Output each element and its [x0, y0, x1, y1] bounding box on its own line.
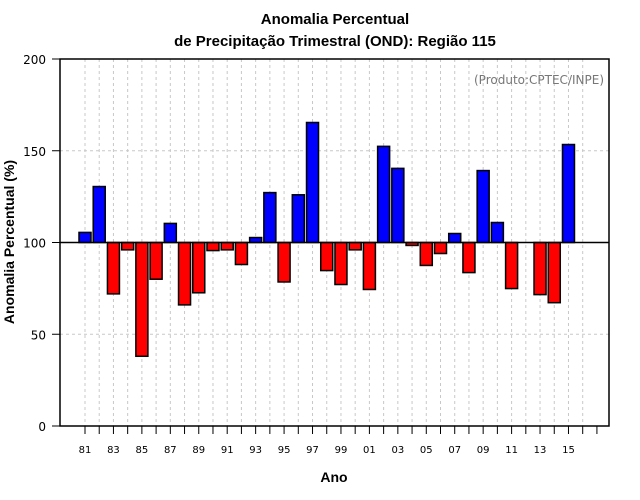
bar-07 [447, 232, 462, 244]
bar-15 [561, 143, 576, 244]
bar-86 [149, 241, 163, 280]
bar-95 [277, 241, 291, 283]
bar-88 [177, 241, 192, 306]
bar-11 [504, 241, 519, 290]
y-tick-label: 50 [31, 328, 46, 342]
bar-84 [120, 241, 135, 251]
bar-05 [419, 241, 434, 267]
x-tick-label: 93 [249, 445, 262, 456]
x-tick-label: 15 [562, 445, 575, 456]
bar-10 [490, 221, 505, 244]
bar-90 [206, 241, 220, 252]
bar-06 [433, 241, 448, 255]
chart-title: Anomalia Percentual [261, 11, 409, 28]
x-axis-label: Ano [320, 469, 347, 485]
bar-13 [533, 241, 547, 296]
x-tick-label: 91 [221, 445, 234, 456]
bar-82 [92, 185, 106, 244]
chart-subtitle: de Precipitação Trimestral (OND): Região… [174, 33, 496, 50]
x-tick-label: 11 [505, 445, 518, 456]
bar-91 [220, 241, 234, 251]
bar-97 [305, 121, 320, 244]
axes: 0 50 100 150 200 81 83 85 87 89 91 93 95 97 99 01 03 05 07… [23, 53, 610, 456]
bar-03 [391, 167, 405, 244]
bar-08 [462, 241, 476, 274]
x-tick-label: 99 [335, 445, 348, 456]
x-tick-label: 01 [363, 445, 376, 456]
x-tick-label: 03 [391, 445, 404, 456]
bar-92 [234, 241, 249, 266]
bar-94 [263, 191, 277, 244]
y-tick-label: 200 [23, 53, 46, 67]
y-axis-label: Anomalia Percentual (%) [1, 160, 17, 324]
x-tick-label: 89 [192, 445, 205, 456]
x-tick-label: 05 [420, 445, 433, 456]
bar-00 [348, 241, 362, 251]
bar-99 [334, 241, 348, 286]
bar-14 [547, 241, 562, 304]
bar-87 [163, 222, 178, 244]
bar-96 [291, 194, 306, 244]
bar-98 [319, 241, 334, 272]
bar-89 [192, 241, 206, 294]
x-tick-label: 95 [278, 445, 291, 456]
x-tick-label: 13 [534, 445, 547, 456]
bar-09 [476, 169, 490, 244]
y-tick-label: 150 [23, 145, 46, 159]
x-tick-label: 07 [448, 445, 461, 456]
y-tick-label: 100 [23, 237, 46, 251]
x-tick-label: 97 [306, 445, 319, 456]
bar-81 [78, 231, 92, 244]
bar-01 [362, 241, 377, 291]
x-tick-label: 83 [107, 445, 120, 456]
bar-85 [135, 241, 149, 358]
x-tick-label: 09 [477, 445, 490, 456]
source-note: (Produto:CPTEC/INPE) [474, 73, 604, 87]
bar-83 [106, 241, 121, 295]
y-tick-label: 0 [38, 420, 46, 434]
x-tick-label: 85 [136, 445, 149, 456]
x-tick-label: 87 [164, 445, 177, 456]
x-tick-label: 81 [79, 445, 92, 456]
bar-02 [376, 145, 391, 244]
